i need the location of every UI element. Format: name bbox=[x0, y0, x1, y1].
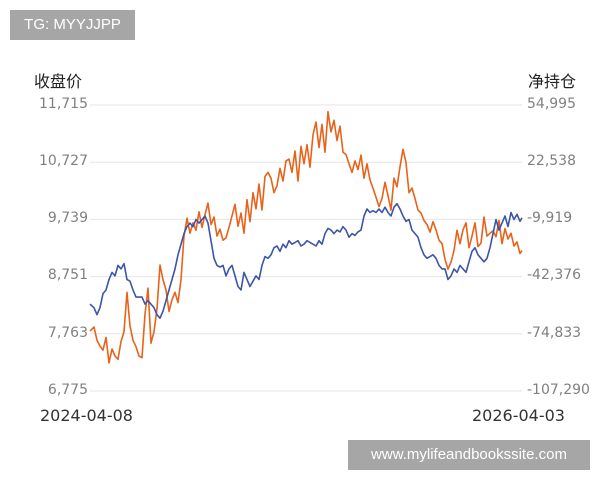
right-tick: -107,290 bbox=[527, 382, 590, 398]
watermark-top: TG: MYYJJPP bbox=[10, 10, 135, 40]
left-tick: 9,739 bbox=[47, 210, 88, 226]
net-position-line bbox=[89, 202, 523, 320]
left-axis-title: 收盘价 bbox=[34, 72, 83, 91]
right-tick: 54,995 bbox=[527, 96, 576, 112]
left-tick: 10,727 bbox=[39, 153, 88, 169]
left-tick: 8,751 bbox=[47, 267, 88, 283]
gridlines bbox=[90, 104, 522, 392]
close-price-line bbox=[89, 110, 523, 364]
left-tick: 6,775 bbox=[47, 382, 88, 398]
left-tick: 11,715 bbox=[39, 96, 88, 112]
right-tick: 22,538 bbox=[527, 153, 576, 169]
right-axis-title: 净持仓 bbox=[528, 72, 577, 91]
right-tick: -74,833 bbox=[527, 325, 582, 341]
left-tick: 7,763 bbox=[47, 325, 88, 341]
right-tick: -42,376 bbox=[527, 267, 582, 283]
right-tick: -9,919 bbox=[527, 210, 573, 226]
x-axis-end-date: 2026-04-03 bbox=[472, 406, 565, 425]
x-axis-start-date: 2024-04-08 bbox=[40, 406, 133, 425]
watermark-bottom: www.mylifeandbookssite.com bbox=[348, 440, 590, 470]
